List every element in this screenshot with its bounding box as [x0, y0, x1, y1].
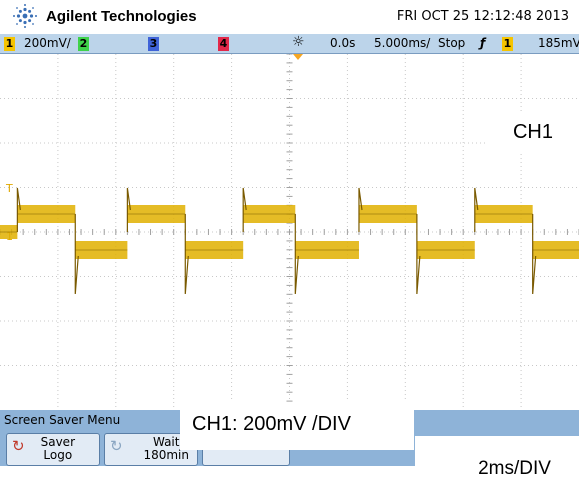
channel-3-indicator[interactable]: 3 [148, 36, 159, 51]
channel-label-annotation: CH1 [487, 112, 579, 152]
saver-value: Logo [43, 448, 73, 462]
channel-1-indicator[interactable]: 1 [4, 36, 15, 51]
trace-edge [416, 214, 421, 295]
vertical-scale-annotation: CH1: 200mV /DIV [180, 402, 414, 450]
trace-edge [242, 187, 247, 232]
trace-edge [184, 214, 189, 295]
status-bar: 1 200mV/ 2 3 4 ☼ 0.0s 5.000ms/ Stop ƒ 1 … [0, 34, 579, 54]
trigger-source-badge: 1 [502, 37, 513, 51]
trigger-position-marker [293, 54, 303, 60]
time-scale-annotation: 2ms/DIV [450, 455, 579, 483]
trace-edge [294, 214, 299, 295]
waveform-display[interactable]: T 1 [0, 54, 579, 410]
saver-label: Saver [40, 435, 75, 449]
wait-label: Wait [152, 435, 180, 449]
rising-edge-icon: ƒ [480, 36, 486, 50]
agilent-spark-icon [13, 4, 37, 28]
delay-readout: 0.0s [330, 36, 356, 50]
trigger-source-indicator: 1 [502, 36, 513, 51]
header-bar: Agilent Technologies FRI OCT 25 12:12:48… [0, 0, 579, 34]
channel-4-badge: 4 [218, 37, 229, 51]
channel-1-trace [0, 187, 579, 295]
saver-softkey[interactable]: ↻ Saver Logo [6, 433, 100, 466]
menu-title: Screen Saver Menu [4, 413, 121, 427]
channel-1-scale: 200mV/ [24, 36, 71, 50]
brand-name: Agilent Technologies [46, 8, 197, 25]
trace-edge [358, 187, 363, 232]
trace-edge [16, 187, 21, 232]
wait-value: 180min [143, 448, 189, 462]
channel-3-badge: 3 [148, 37, 159, 51]
trace-edge [74, 214, 79, 295]
run-state: Stop [438, 36, 466, 50]
softkey-menu-right [415, 410, 579, 436]
trace-edge [474, 187, 479, 232]
trigger-level-marker: T [5, 182, 13, 195]
graticule [0, 54, 579, 410]
rotate-icon: ↻ [12, 437, 25, 455]
trace-edge [126, 187, 131, 232]
trace-edge [532, 214, 537, 295]
channel-2-badge: 2 [78, 37, 89, 51]
channel-4-indicator[interactable]: 4 [218, 36, 229, 51]
date-time: FRI OCT 25 12:12:48 2013 [396, 9, 569, 24]
trigger-level: 185mV [538, 36, 579, 50]
trigger-sun-icon: ☼ [292, 34, 305, 50]
channel-2-indicator[interactable]: 2 [78, 36, 89, 51]
channel-1-badge: 1 [4, 37, 15, 51]
timebase-readout: 5.000ms/ [374, 36, 431, 50]
rotate-icon: ↻ [110, 437, 123, 455]
